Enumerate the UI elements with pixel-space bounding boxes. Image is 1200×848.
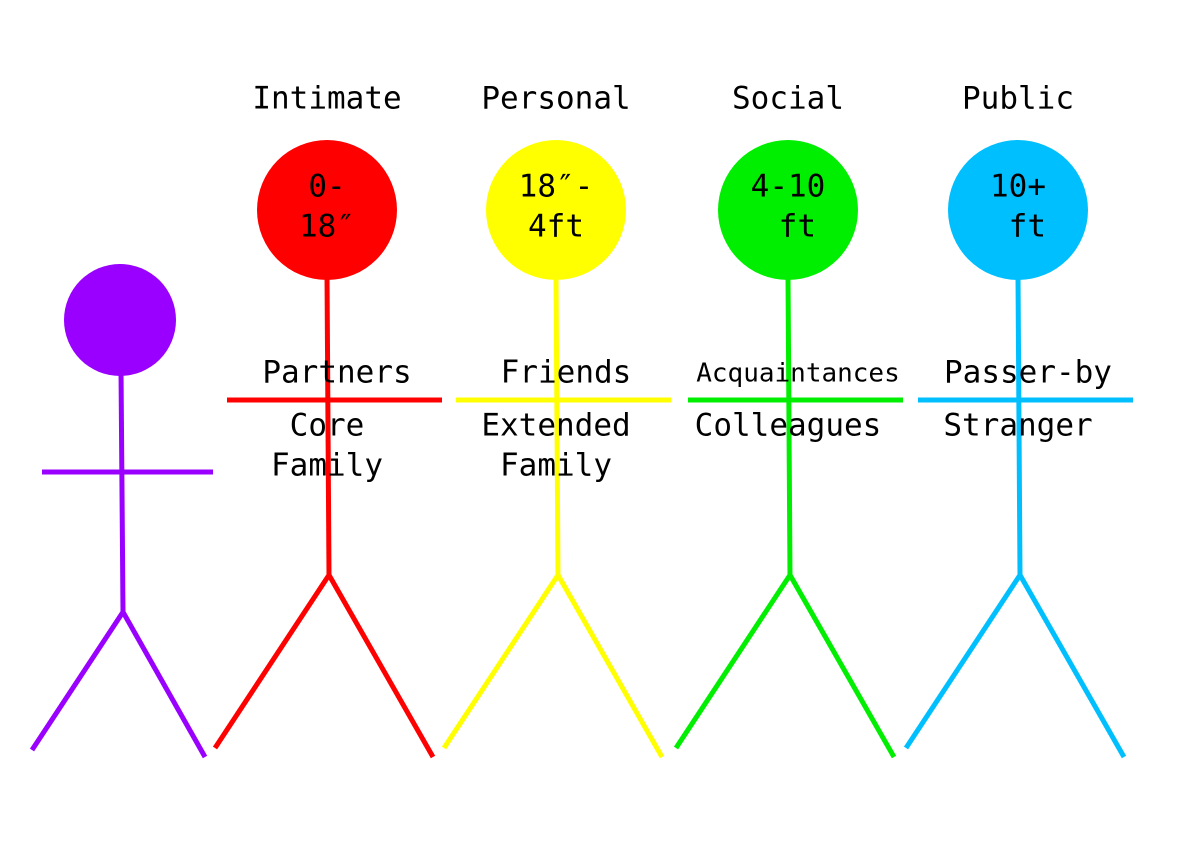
zone-figure	[441, 140, 671, 759]
distance: 10+	[990, 169, 1046, 205]
leg	[787, 573, 897, 759]
body	[553, 274, 561, 576]
head	[486, 140, 626, 280]
body	[1015, 274, 1023, 576]
lower-label: Extended	[481, 408, 630, 444]
leg	[441, 573, 561, 750]
distance: 0-	[308, 169, 345, 205]
body	[785, 274, 793, 576]
upper-label: Friends	[501, 355, 632, 391]
lower-label: Family	[271, 448, 383, 484]
head	[64, 264, 176, 376]
head	[257, 140, 397, 280]
head	[948, 140, 1088, 280]
zone-figure	[903, 140, 1133, 759]
body	[118, 369, 126, 613]
leg	[326, 573, 436, 759]
zone-figure	[212, 140, 442, 759]
upper-label: Partners	[262, 355, 411, 391]
lower-label: Stranger	[943, 408, 1092, 444]
leg	[212, 573, 332, 750]
lower-label: Core	[290, 408, 365, 444]
head	[718, 140, 858, 280]
upper-label: Acquaintances	[696, 359, 900, 389]
self-figure	[29, 264, 213, 759]
distance: 4ft	[528, 209, 584, 245]
upper-label: Passer-by	[944, 355, 1112, 391]
distance: 18″	[299, 209, 355, 245]
zone-name: Personal	[481, 81, 630, 117]
leg	[120, 610, 208, 759]
leg	[673, 573, 793, 750]
zone-name: Public	[962, 81, 1074, 117]
lower-label: Colleagues	[695, 408, 882, 444]
leg	[29, 610, 126, 752]
body	[324, 274, 332, 576]
leg	[1017, 573, 1127, 759]
zone-name: Social	[732, 81, 844, 117]
distance: 4-10	[751, 169, 826, 205]
lower-label: Family	[500, 448, 612, 484]
distance: ft	[760, 209, 816, 245]
distance: 18″-	[519, 169, 594, 205]
zone-figure	[673, 140, 903, 759]
leg	[555, 573, 665, 759]
leg	[903, 573, 1023, 750]
distance: ft	[990, 209, 1046, 245]
zone-name: Intimate	[252, 81, 401, 117]
